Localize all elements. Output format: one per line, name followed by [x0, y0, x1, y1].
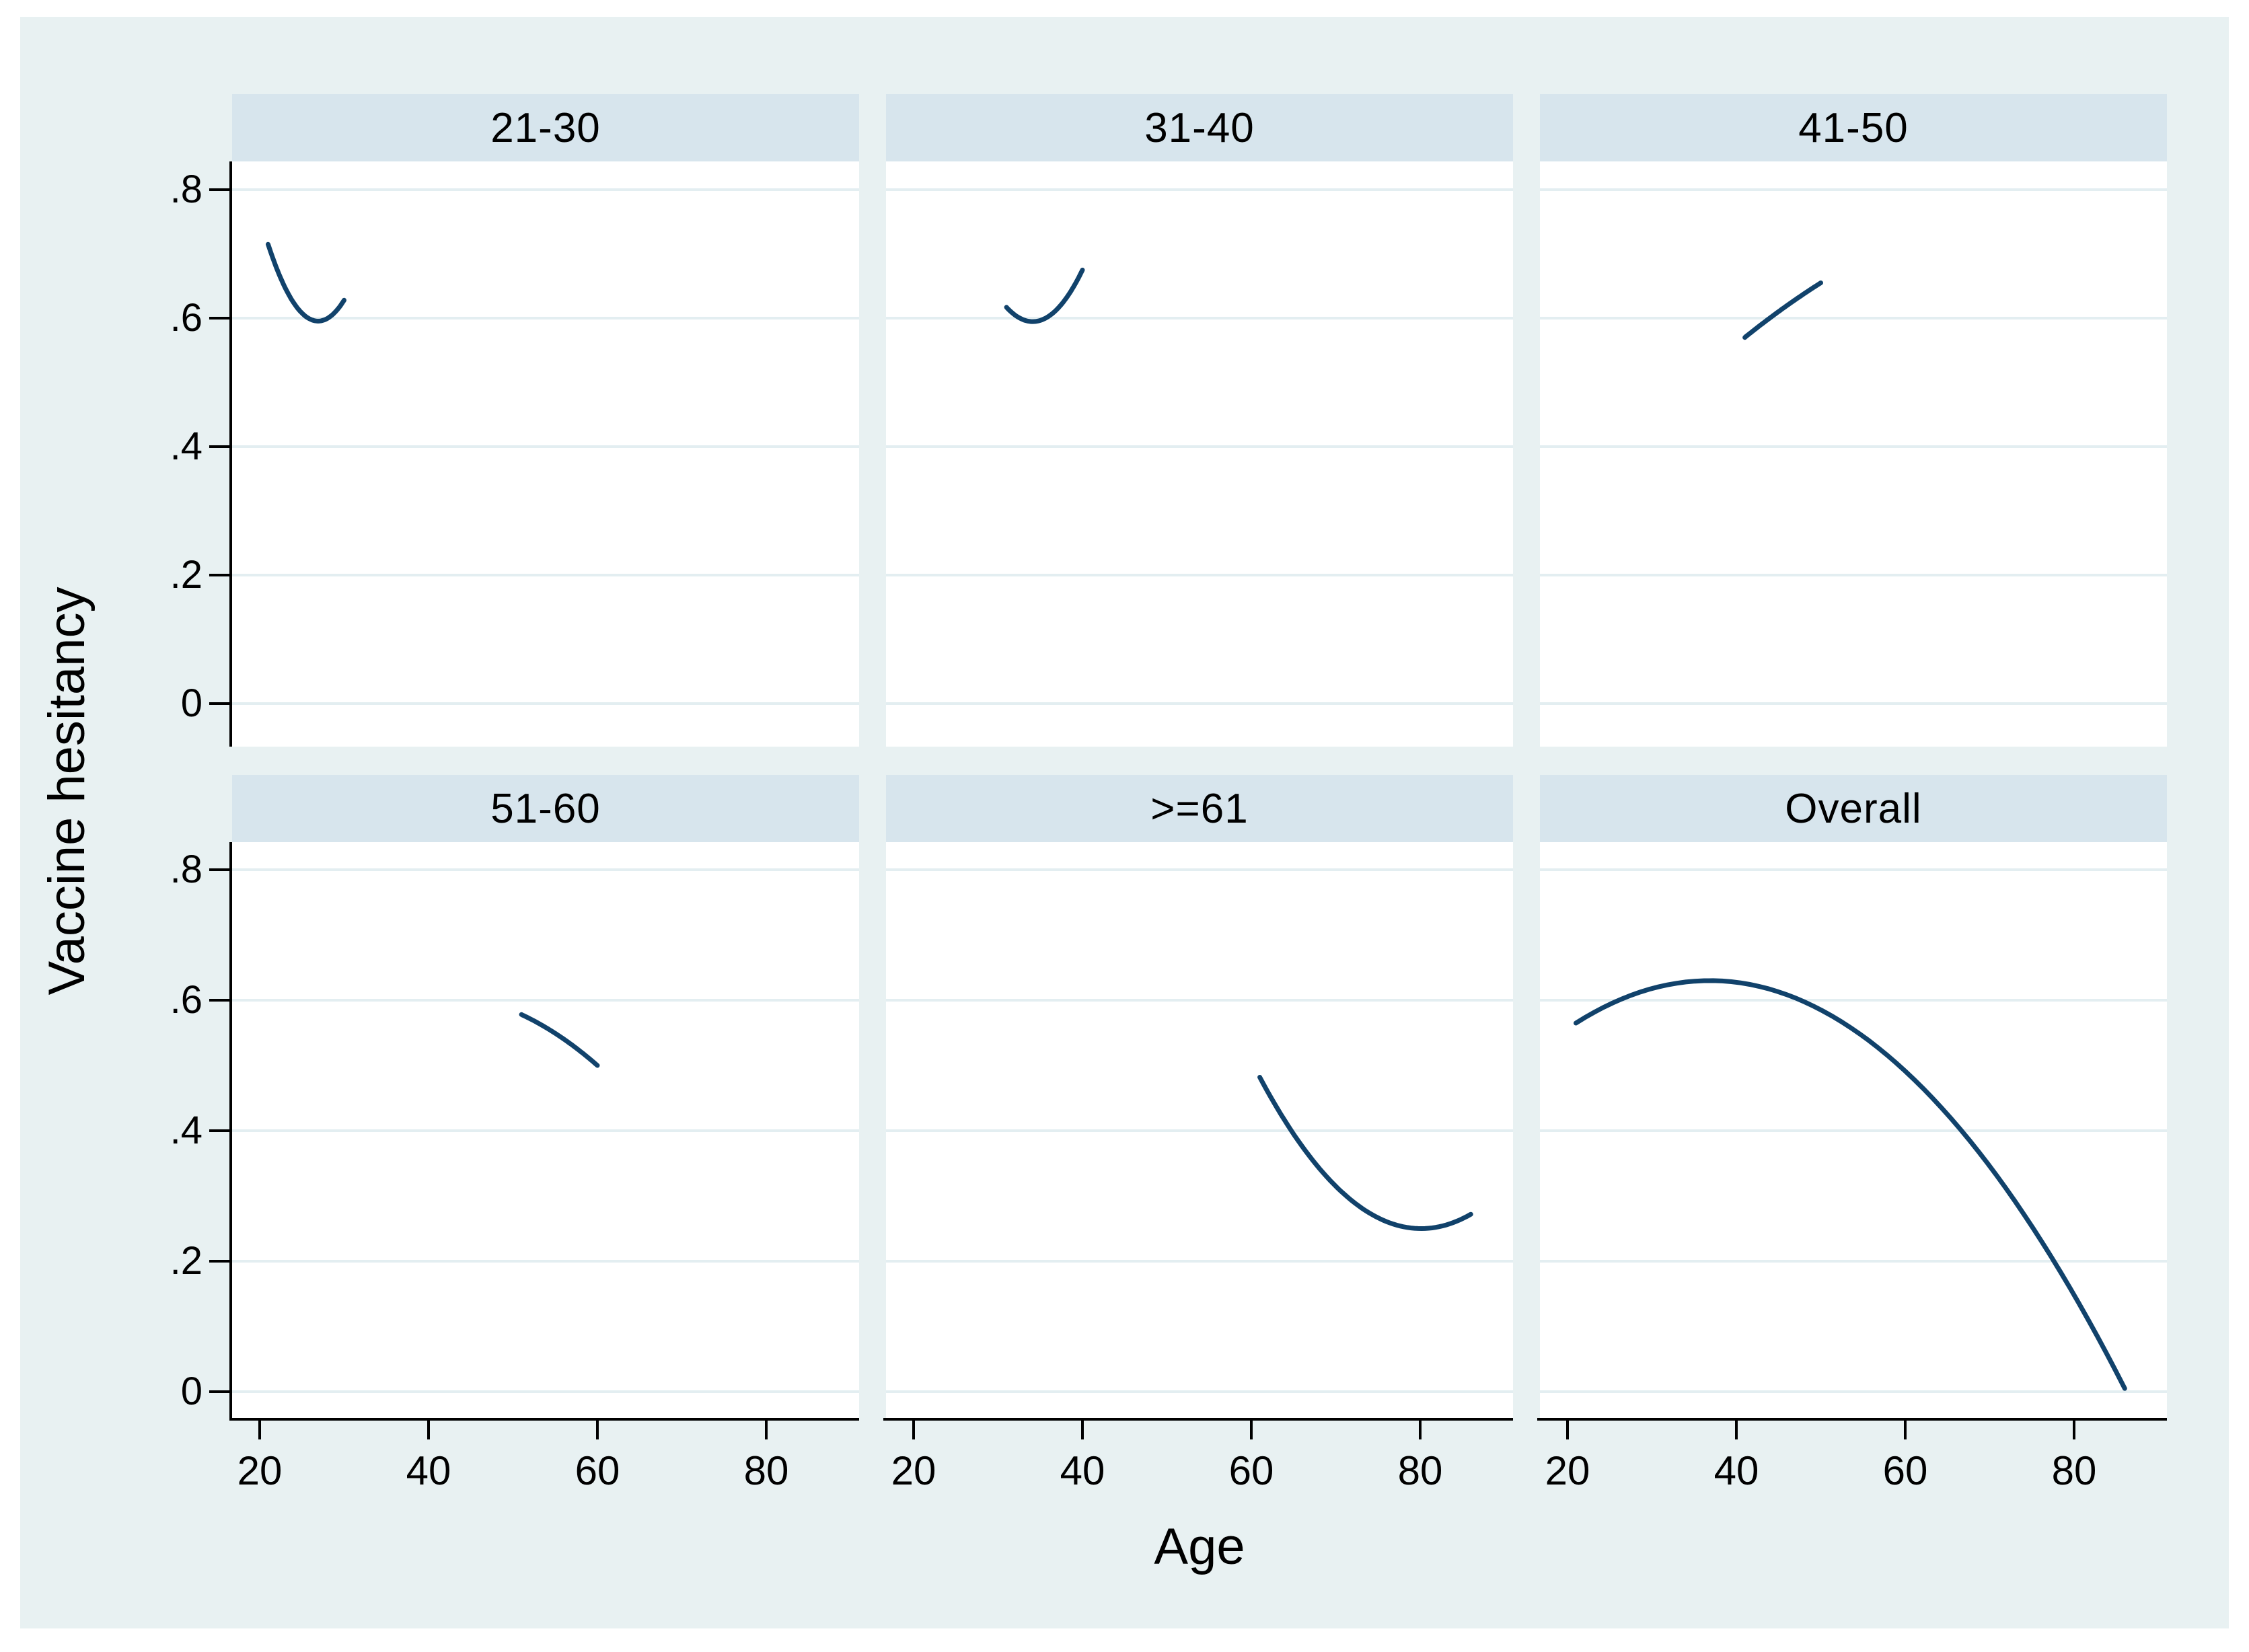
x-tick	[765, 1421, 768, 1439]
panel-plot-21-30	[232, 161, 859, 747]
x-tick-label: 20	[891, 1448, 936, 1493]
y-tick	[209, 188, 232, 191]
y-tick	[209, 317, 232, 320]
x-tick-label: 20	[237, 1448, 283, 1493]
x-tick	[1735, 1421, 1738, 1439]
panel-header-41-50: 41-50	[1540, 94, 2167, 161]
panel-svg-51-60	[232, 868, 859, 1393]
y-tick-label: 0	[180, 1369, 202, 1413]
panel-header-61: >=61	[886, 775, 1513, 842]
x-tick	[596, 1421, 599, 1439]
panel-svg-21-30	[232, 188, 859, 705]
y-tick	[209, 1390, 232, 1393]
x-axis-line	[229, 1418, 859, 1421]
x-tick-label: 80	[2051, 1448, 2097, 1493]
fit-line-51-60	[519, 1012, 600, 1068]
y-axis-line	[229, 161, 232, 747]
panel-svg-61	[886, 868, 1513, 1393]
x-tick-label: 80	[1397, 1448, 1443, 1493]
panel-svg-overall	[1540, 868, 2167, 1393]
y-tick-label: .2	[170, 1239, 202, 1283]
y-axis-title: Vaccine hesitancy	[38, 587, 96, 996]
panel-plot-overall	[1540, 842, 2167, 1418]
x-tick-label: 60	[575, 1448, 620, 1493]
x-tick	[2073, 1421, 2075, 1439]
panel-header-31-40: 31-40	[886, 94, 1513, 161]
x-axis-line	[1537, 1418, 2167, 1421]
y-tick	[209, 445, 232, 448]
panel-plot-41-50	[1540, 161, 2167, 747]
y-tick-label: .4	[170, 424, 202, 468]
x-tick	[912, 1421, 915, 1439]
y-tick-label: .4	[170, 1109, 202, 1152]
x-tick	[258, 1421, 261, 1439]
panel-plot-51-60	[232, 842, 859, 1418]
fit-line-21-30	[266, 241, 346, 324]
y-tick-label: .6	[170, 296, 202, 340]
x-tick-label: 60	[1882, 1448, 1928, 1493]
panel-svg-31-40	[886, 188, 1513, 705]
fit-line-61	[1257, 1075, 1473, 1232]
y-tick	[209, 999, 232, 1002]
panel-plot-61	[886, 842, 1513, 1418]
x-tick-label: 20	[1545, 1448, 1590, 1493]
panel-svg-41-50	[1540, 188, 2167, 705]
y-tick-label: 0	[180, 681, 202, 725]
y-tick	[209, 574, 232, 576]
x-tick	[427, 1421, 430, 1439]
panel-header-21-30: 21-30	[232, 94, 859, 161]
x-tick	[1904, 1421, 1907, 1439]
y-tick-label: .8	[170, 848, 202, 891]
y-tick-label: .8	[170, 167, 202, 211]
y-tick	[209, 702, 232, 705]
x-axis-line	[883, 1418, 1513, 1421]
x-axis-title: Age	[1154, 1518, 1245, 1575]
panel-header-51-60: 51-60	[232, 775, 859, 842]
x-tick-label: 40	[1713, 1448, 1759, 1493]
fit-line-overall	[1574, 978, 2127, 1391]
fit-line-31-40	[1004, 267, 1085, 324]
panel-plot-31-40	[886, 161, 1513, 747]
panel-header-overall: Overall	[1540, 775, 2167, 842]
x-tick-label: 60	[1228, 1448, 1274, 1493]
y-tick-label: .6	[170, 978, 202, 1022]
x-tick	[1566, 1421, 1569, 1439]
x-tick	[1419, 1421, 1422, 1439]
y-tick-label: .2	[170, 553, 202, 597]
y-tick	[209, 1129, 232, 1132]
x-tick-label: 80	[743, 1448, 789, 1493]
x-tick-label: 40	[1060, 1448, 1105, 1493]
x-tick	[1081, 1421, 1084, 1439]
y-tick	[209, 868, 232, 871]
x-tick	[1250, 1421, 1253, 1439]
y-tick	[209, 1260, 232, 1263]
fit-line-41-50	[1742, 280, 1823, 340]
x-tick-label: 40	[406, 1448, 451, 1493]
